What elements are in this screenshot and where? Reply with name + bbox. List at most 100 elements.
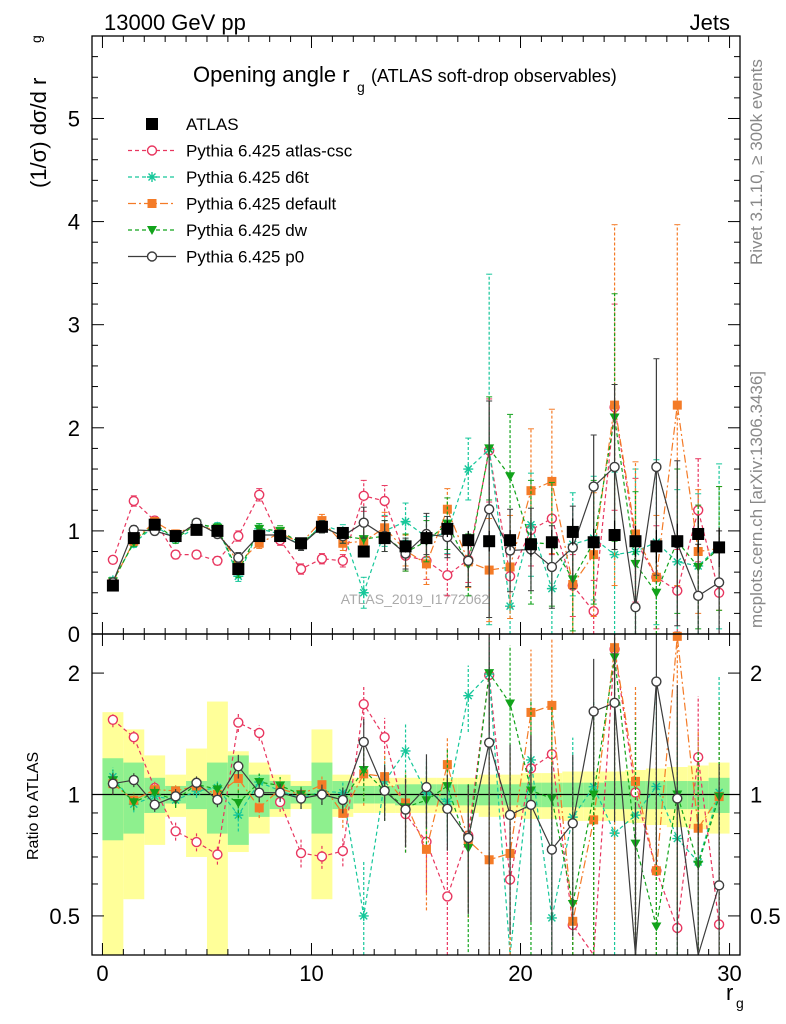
ratio-point [128, 774, 140, 786]
data-point [127, 532, 140, 545]
data-point [254, 524, 265, 534]
ratio-point [254, 787, 265, 798]
ratio-line-d6t [112, 672, 720, 956]
data-point [545, 536, 558, 549]
ratio-point [421, 781, 432, 793]
ratio-point [421, 844, 431, 854]
ratio-point [212, 849, 223, 860]
ratio-point [442, 891, 453, 902]
ratio-point [149, 799, 160, 810]
data-point [254, 538, 264, 548]
ratio-y-tick-label-right: 1 [750, 783, 762, 808]
ratio-line-atlas-csc [112, 649, 720, 957]
title-main: Opening angle r [193, 62, 350, 87]
data-point [212, 555, 223, 566]
ratio-point [463, 832, 474, 844]
data-point [337, 555, 349, 566]
y-tick-label: 0 [68, 622, 80, 647]
ratio-point [233, 799, 244, 809]
data-point [295, 537, 308, 550]
ratio-y-tick-label-right: 2 [750, 661, 762, 686]
ratio-point [254, 727, 265, 739]
ratio-point [672, 793, 683, 804]
ratio-point [233, 761, 244, 772]
ratio-point [212, 785, 223, 795]
ratio-point [358, 910, 369, 921]
plot-title: Opening angle r g (ATLAS soft-drop obser… [193, 62, 617, 95]
data-point [400, 516, 411, 527]
ratio-point [651, 866, 661, 876]
ratio-point [295, 793, 307, 804]
data-point [274, 530, 287, 543]
legend-entry-dw: Pythia 6.425 dw [128, 221, 308, 240]
ratio-point [442, 760, 452, 770]
ratio-point [358, 766, 369, 776]
data-point [254, 489, 265, 501]
ratio-point [504, 809, 516, 821]
data-point [546, 561, 558, 573]
data-point [442, 570, 453, 581]
header-right: Jets [690, 10, 730, 35]
data-point [462, 534, 475, 547]
y-tick-label: 4 [68, 210, 80, 235]
ratio-point [400, 804, 411, 815]
ratio-point [170, 826, 181, 837]
legend-marker [147, 199, 157, 208]
title-sub: g [357, 79, 365, 95]
data-point [463, 555, 474, 566]
ratio-y-tick-label: 0.5 [49, 904, 80, 929]
ratio-point [442, 803, 453, 815]
ratio-series-p0 [107, 634, 725, 956]
ratio-point [316, 851, 328, 862]
data-point [315, 520, 328, 533]
x-tick-label: 30 [717, 961, 741, 986]
legend-entry-atlas-csc: Pythia 6.425 atlas-csc [128, 142, 353, 161]
data-point [170, 549, 181, 560]
data-point [233, 552, 244, 563]
data-point [358, 490, 369, 502]
data-point [608, 529, 621, 542]
data-point [191, 549, 202, 560]
x-tick-label: 20 [508, 961, 532, 986]
data-point [483, 504, 495, 515]
legend-marker [147, 226, 157, 235]
data-point [378, 532, 391, 545]
series-line-dw [112, 417, 720, 594]
data-point [692, 590, 704, 602]
data-point [566, 525, 579, 538]
series-default [108, 224, 724, 635]
data-point [107, 554, 119, 565]
ratio-point [128, 731, 140, 743]
data-point [505, 472, 516, 482]
legend-label: Pythia 6.425 dw [186, 221, 308, 240]
ratio-point [651, 676, 662, 687]
ratio-point [274, 787, 286, 798]
y-tick-label: 5 [68, 106, 80, 131]
data-point [441, 522, 454, 535]
legend-entry-p0: Pythia 6.425 p0 [128, 248, 304, 267]
ratio-point [107, 778, 119, 789]
ratio-band-inner [102, 758, 124, 841]
data-point [463, 464, 474, 475]
watermark: ATLAS_2019_I1772062 [341, 591, 490, 607]
y-tick-label: 1 [68, 519, 80, 544]
ratio-point [107, 714, 119, 725]
ratio-point [483, 737, 495, 748]
data-point [295, 563, 307, 575]
data-point [233, 530, 244, 542]
legend-entry-default: Pythia 6.425 default [128, 195, 337, 214]
ratio-point [379, 731, 390, 743]
y-tick-label: 3 [68, 313, 80, 338]
data-point [588, 481, 599, 492]
data-point [650, 540, 663, 553]
ratio-point [400, 745, 411, 756]
legend-entry-d6t: Pythia 6.425 d6t [128, 168, 309, 187]
series-line-d6t [112, 448, 720, 607]
ratio-point [316, 789, 328, 800]
legend-label: ATLAS [186, 115, 239, 134]
data-point [358, 517, 369, 528]
data-point [692, 527, 705, 540]
data-point [483, 535, 496, 548]
ratio-point [254, 803, 264, 813]
